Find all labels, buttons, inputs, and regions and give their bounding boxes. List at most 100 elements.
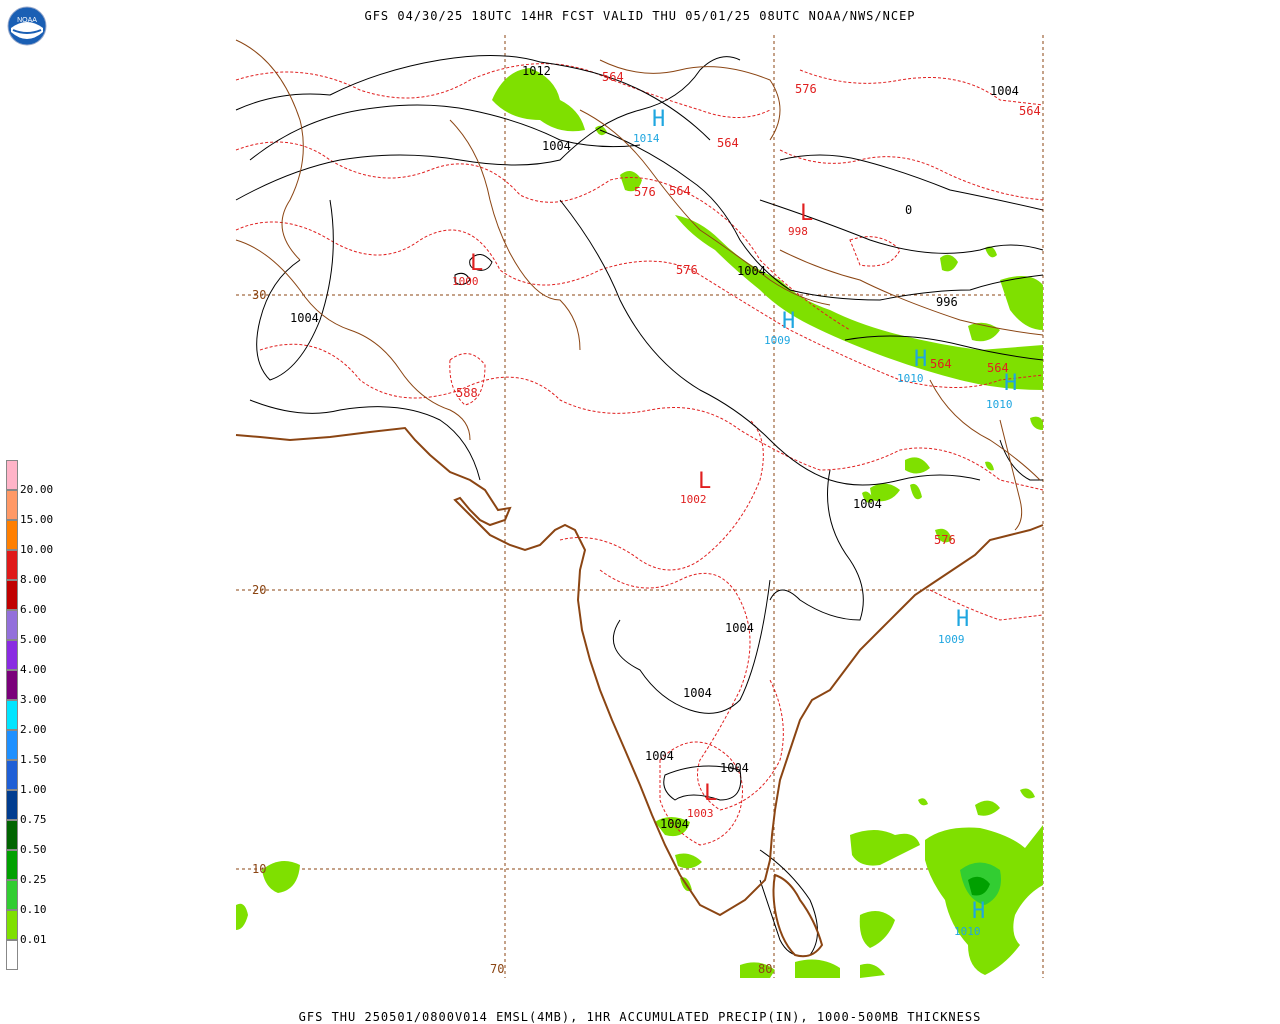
thickness-label: 564 [669,184,691,198]
legend-label: 4.00 [20,663,47,676]
thickness-label: 564 [602,70,624,84]
isobar [249,399,481,481]
precip-area [1020,788,1035,799]
pressure-centers: H 1014 L 998 L 1000 H 1009 H 1010 H 1010… [452,107,1017,938]
precip-area [940,254,958,272]
thickness-label: 576 [795,82,817,96]
precip-area [795,959,840,978]
high-symbol: H [782,309,795,334]
border [779,249,1044,336]
legend-label: 0.10 [20,903,47,916]
legend-label: 1.00 [20,783,47,796]
precip-area [870,483,900,502]
isobar [844,335,1044,361]
isobar [469,254,493,271]
legend-label: 5.00 [20,633,47,646]
coastline-srilanka [772,873,824,958]
isobar [256,199,334,381]
legend-swatch [6,820,18,850]
low-value: 1000 [452,275,479,288]
noaa-logo-text: NOAA [17,17,37,24]
isobar [599,129,1044,301]
low-symbol: L [704,781,717,806]
legend-label: 3.00 [20,693,47,706]
isobar-label: 1012 [522,64,551,78]
legend-swatch [6,790,18,820]
precip-area [1030,416,1043,430]
precip-area [859,911,895,948]
thickness-contour [235,63,771,118]
high-symbol: H [972,899,985,924]
lat-label-10: 10 [252,862,266,876]
isobar [559,199,981,486]
precip-area [492,68,585,132]
isobar [235,54,711,141]
legend-label: 8.00 [20,573,47,586]
precip-area [1000,276,1043,330]
legend-swatch [6,520,18,550]
thickness-contour [599,569,784,811]
thickness-contour [559,419,764,571]
isobar-label: 1004 [853,497,882,511]
precip-area [985,461,994,471]
coastlines [235,426,1044,958]
thickness-contour [235,141,851,331]
precip-area [905,457,930,474]
legend-label: 2.00 [20,723,47,736]
high-symbol: H [914,347,927,372]
lon-label-70: 70 [490,962,504,976]
low-value: 1002 [680,493,707,506]
border [449,119,581,351]
map-title: GFS 04/30/25 18UTC 14HR FCST VALID THU 0… [364,9,916,23]
legend-swatch [6,700,18,730]
thickness-label: 564 [987,361,1009,375]
precip-area [236,903,248,930]
thickness-label: 564 [930,357,952,371]
border [599,59,781,141]
precip-area-core [968,876,990,896]
isobar [999,439,1043,481]
isobar-label: 1004 [737,264,766,278]
border [929,379,1041,481]
precip-areas-core [968,876,990,896]
thickness-contours [235,63,1044,846]
legend-swatch [6,640,18,670]
thickness-label: 564 [1019,104,1041,118]
legend-swatch [6,670,18,700]
thickness-contour [259,343,1044,491]
lat-label-20: 20 [252,583,266,597]
thickness-label: 576 [934,533,956,547]
isobar-label: 1004 [720,761,749,775]
legend-swatch [6,760,18,790]
thickness-contour [929,589,1044,621]
thickness-label: 588 [456,386,478,400]
legend-label: 15.00 [20,513,54,526]
lon-label-80: 80 [758,962,772,976]
legend-swatch [6,910,18,940]
legend-label: 0.75 [20,813,47,826]
precip-area [675,853,702,869]
legend-swatch [6,850,18,880]
precip-area [860,963,885,978]
precip-area [850,830,920,866]
precip-area [740,962,775,978]
high-value: 1009 [764,334,791,347]
legend-label: 20.00 [20,483,54,496]
thickness-contour [779,149,1044,201]
legend-swatch [6,940,18,970]
legend-label: 1.50 [20,753,47,766]
isobar [454,272,471,286]
thickness-contour [235,221,1044,388]
low-symbol: L [800,201,813,226]
isobar [663,765,742,801]
low-value: 1003 [687,807,714,820]
legend-swatch [6,730,18,760]
thickness-contour [449,353,486,406]
isobar [612,579,771,714]
legend-swatch [6,550,18,580]
high-symbol: H [956,607,969,632]
legend-label: 10.00 [20,543,54,556]
high-symbol: H [652,107,665,132]
thickness-contour [659,741,743,846]
